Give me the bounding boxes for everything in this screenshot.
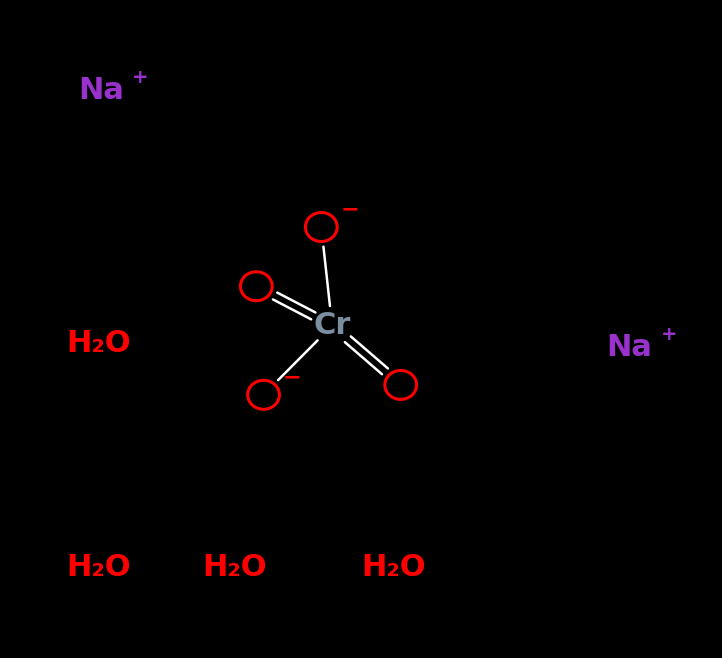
Text: H₂O: H₂O <box>361 553 426 582</box>
Text: +: + <box>132 68 149 87</box>
Circle shape <box>385 370 417 399</box>
Text: H₂O: H₂O <box>202 553 267 582</box>
Circle shape <box>240 272 272 301</box>
Text: Cr: Cr <box>313 311 351 340</box>
Text: Na: Na <box>606 333 653 362</box>
Circle shape <box>248 380 279 409</box>
Text: H₂O: H₂O <box>66 553 131 582</box>
Circle shape <box>305 213 337 241</box>
Text: +: + <box>661 325 677 343</box>
Text: Na: Na <box>78 76 124 105</box>
Text: −: − <box>341 199 360 219</box>
Text: H₂O: H₂O <box>66 329 131 358</box>
Text: −: − <box>283 367 302 387</box>
